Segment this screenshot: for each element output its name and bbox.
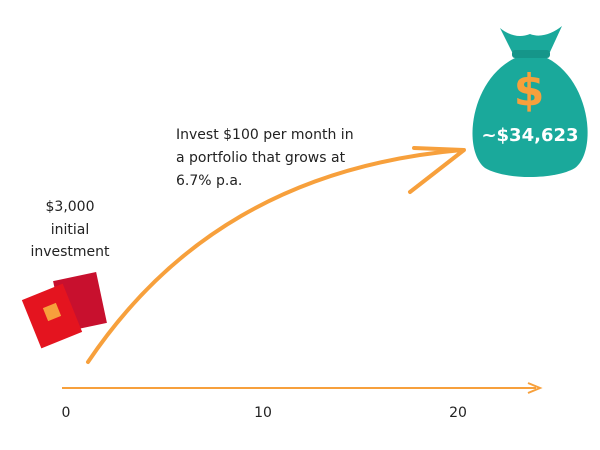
money-bag [472, 26, 588, 177]
note-line: a portfolio that grows at [176, 150, 346, 166]
note-line: Invest $100 per month in [176, 127, 354, 143]
curve-arrowhead [408, 146, 466, 194]
initial-line: $3,000 [46, 199, 95, 215]
red-envelopes [21, 271, 107, 349]
initial-line: initial [51, 222, 90, 238]
axis-label: 0 [62, 405, 71, 421]
bag-symbol: $ [514, 65, 545, 116]
growth-curve [86, 148, 464, 364]
bag-amount: ~$34,623 [481, 125, 578, 146]
note-line: 6.7% p.a. [176, 173, 242, 189]
axis-label: 20 [449, 405, 467, 421]
initial-line: investment [30, 244, 110, 260]
axis-label: 10 [254, 405, 272, 421]
axis-arrowhead [527, 382, 543, 394]
